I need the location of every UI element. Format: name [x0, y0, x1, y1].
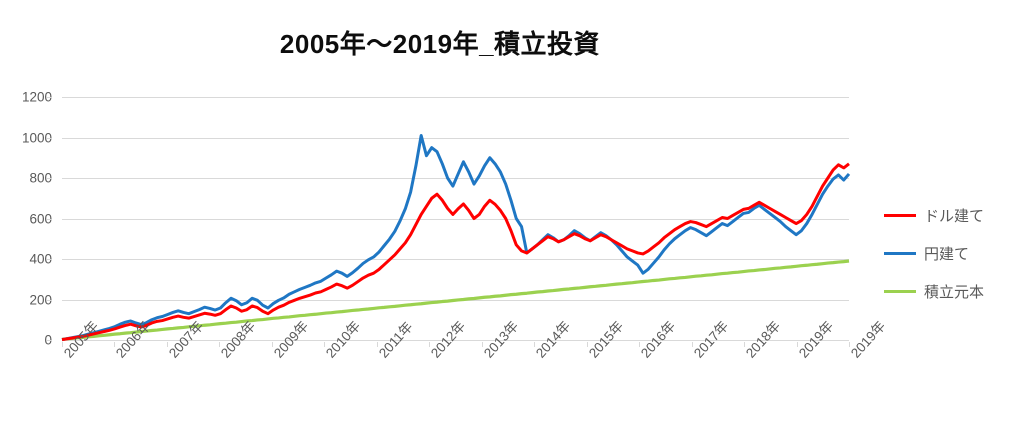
y-axis-tick-mark: [47, 299, 52, 301]
legend-line-swatch: [884, 213, 916, 217]
legend-label: ドル建て: [924, 207, 985, 225]
y-axis-tick-mark: [47, 178, 52, 179]
x-axis-tick-mark: [376, 342, 378, 347]
x-axis-tick-mark: [481, 342, 483, 347]
x-axis-tick-mark: [219, 342, 221, 347]
y-axis-tick-label: 800: [29, 170, 52, 186]
y-axis-tick-label: 600: [29, 211, 52, 226]
y-axis-tick-mark: [47, 218, 52, 220]
y-axis-tick-label: 200: [29, 292, 52, 307]
x-axis-tick-mark: [849, 342, 850, 347]
y-axis-tick-label: 1200: [21, 89, 52, 105]
x-axis: 2005年 2006年 2007年 2008年 2009年 2010年 2011年 2012年…: [61, 318, 888, 426]
chart-legend: ドル建て円建て積立元本: [884, 196, 1024, 310]
legend-label: 円建て: [924, 245, 970, 263]
x-axis-tick-mark: [586, 342, 588, 347]
legend-entry[interactable]: ドル建て: [884, 196, 1024, 234]
chart-title: 2005年〜2019年_積立投資: [279, 29, 601, 59]
x-axis-tick-mark: [429, 342, 431, 347]
x-axis-tick-mark: [166, 342, 168, 347]
x-axis-tick-mark: [744, 342, 746, 347]
x-axis-tick-mark: [639, 342, 641, 347]
y-axis-tick-label: 400: [29, 251, 52, 267]
gridline: [62, 97, 849, 98]
x-axis-tick-mark: [114, 342, 116, 347]
y-axis: 020040060080010001200: [0, 90, 52, 348]
y-axis-tick-mark: [47, 340, 52, 341]
x-axis-tick-mark: [271, 342, 273, 347]
series-lines: [61, 133, 851, 342]
x-axis-tick-mark: [534, 342, 536, 347]
legend-entry[interactable]: 積立元本: [884, 272, 1024, 310]
y-axis-tick-mark: [47, 97, 52, 98]
plot-area: [61, 97, 851, 342]
x-axis-tick-mark: [62, 342, 63, 347]
gridline: [62, 137, 849, 139]
series-line: [61, 259, 850, 341]
y-axis-tick-mark: [47, 259, 52, 260]
gridline: [62, 340, 849, 341]
y-axis-tick-mark: [47, 137, 52, 139]
legend-entry[interactable]: 円建て: [884, 234, 1024, 272]
series-line: [61, 162, 850, 342]
x-axis-tick-label: 2019年: [847, 318, 889, 361]
y-axis-tick-label: 1000: [21, 130, 52, 145]
series-line: [61, 133, 851, 342]
gridline: [62, 218, 849, 220]
legend-line-swatch: [884, 289, 916, 293]
gridline: [62, 259, 849, 260]
legend-label: 積立元本: [924, 283, 985, 301]
legend-line-swatch: [884, 251, 916, 255]
x-axis-tick-mark: [691, 342, 693, 347]
x-axis-tick-mark: [324, 342, 326, 347]
x-axis-tick-mark: [796, 342, 798, 347]
